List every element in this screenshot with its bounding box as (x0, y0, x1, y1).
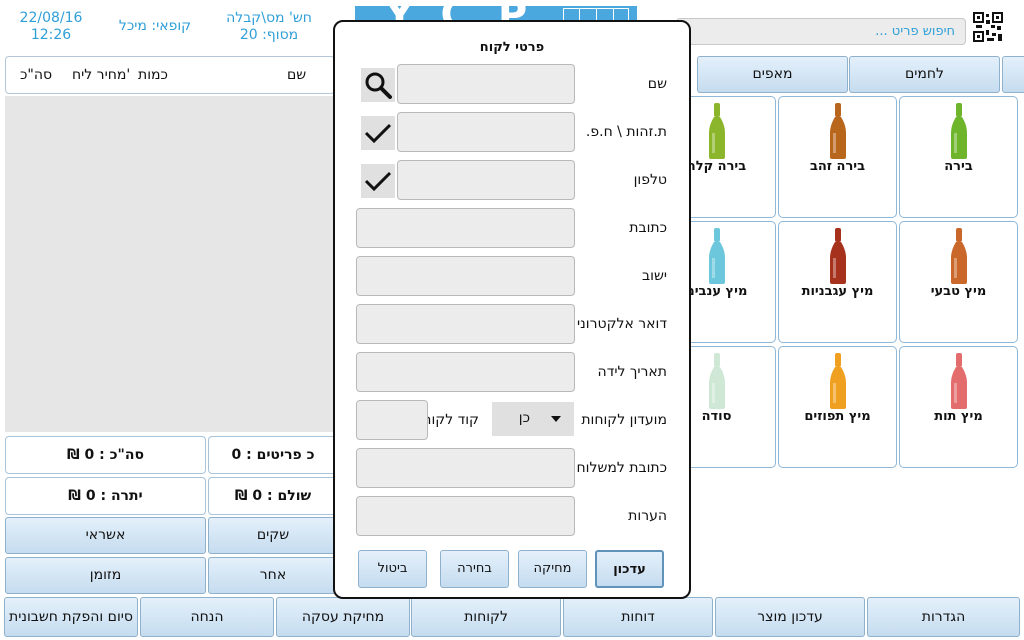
items-count-box: כ פריטים : 0 (208, 436, 338, 474)
search-customer-button[interactable] (361, 68, 395, 102)
select-button[interactable]: בחירה (440, 550, 509, 588)
col-name: שם (287, 67, 307, 83)
birthdate-label: תאריך לידה (597, 364, 667, 380)
product-name: בירה (944, 159, 973, 174)
product-tile[interactable]: מיץ עגבניות (778, 221, 897, 343)
verify-id-button[interactable] (361, 116, 395, 150)
customer-details-dialog: פרטי לקוח שם ת.זהות \ ח.פ. טלפון כתובת י… (333, 20, 691, 599)
bottle-icon (950, 228, 967, 284)
search-input[interactable]: חיפוש פריט ... (676, 18, 966, 45)
bottle-icon (829, 228, 846, 284)
product-name: מיץ תפוזים (804, 409, 871, 424)
total-box: סה"כ : 0 ₪ (5, 436, 206, 474)
search-icon (365, 72, 392, 99)
phone-input[interactable] (397, 160, 575, 200)
delivery-address-label: כתובת למשלוח (576, 460, 667, 476)
city-input[interactable] (356, 256, 575, 296)
product-name: סודה (701, 409, 732, 424)
cashier-label: קופאי: מיכל (118, 18, 192, 34)
name-label: שם (647, 76, 667, 92)
category-pastries-button[interactable]: מאפים (697, 56, 848, 93)
product-name: בירה קלה (686, 159, 747, 174)
product-name: מיץ עגבניות (801, 284, 874, 299)
product-name: בירה זהב (809, 159, 866, 174)
reports-button[interactable]: דוחות (563, 597, 713, 637)
product-tile[interactable]: בירה זהב (778, 96, 897, 218)
update-product-button[interactable]: עדכון מוצר (715, 597, 865, 637)
bottle-icon (829, 103, 846, 159)
customers-button[interactable]: לקוחות (411, 597, 561, 637)
checkmark-icon (364, 123, 392, 144)
checkmark-icon (364, 171, 392, 192)
product-tile[interactable]: מיץ תות (899, 346, 1018, 468)
address-label: כתובת (629, 220, 667, 236)
date-time: 22/08/16 12:26 (14, 10, 88, 44)
invoice-label: חש' מס\קבלה (226, 10, 312, 26)
id-input[interactable] (397, 112, 575, 152)
discount-button[interactable]: הנחה (140, 597, 274, 637)
terminal-label: מסוף: 20 (239, 27, 299, 43)
invoice-terminal: חש' מס\קבלה מסוף: 20 (214, 10, 324, 44)
pay-credit-button[interactable]: אשראי (5, 517, 206, 554)
col-qty: כמות (138, 67, 168, 83)
cancel-button[interactable]: ביטול (358, 550, 427, 588)
paid-box: שולם : 0 ₪ (208, 477, 338, 515)
col-total: סה"כ (20, 67, 53, 83)
dropdown-arrow-icon (551, 416, 561, 422)
birthdate-input[interactable] (356, 352, 575, 392)
product-tile[interactable]: מיץ תפוזים (778, 346, 897, 468)
city-label: ישוב (642, 268, 667, 284)
phone-label: טלפון (633, 172, 667, 188)
customer-code-input[interactable] (356, 400, 428, 440)
email-input[interactable] (356, 304, 575, 344)
email-label: דואר אלקטרוני (577, 316, 667, 332)
verify-phone-button[interactable] (361, 164, 395, 198)
bottle-icon (708, 228, 725, 284)
category-breads-button[interactable]: לחמים (849, 56, 1000, 93)
bottle-icon (829, 353, 846, 409)
club-label: מועדון לקוחות (581, 412, 667, 428)
club-select-value: כן (518, 410, 530, 426)
address-input[interactable] (356, 208, 575, 248)
pay-other-button[interactable]: אחר (208, 557, 338, 594)
pay-checks-button[interactable]: שקים (208, 517, 338, 554)
delete-transaction-button[interactable]: מחיקת עסקה (276, 597, 410, 637)
name-input[interactable] (397, 64, 575, 104)
qr-code-icon[interactable] (973, 12, 1003, 42)
bottle-icon (950, 103, 967, 159)
bottle-icon (708, 353, 725, 409)
customer-code-label: קוד לקוח (422, 412, 479, 428)
product-name: מיץ תות (934, 409, 983, 424)
col-price: מחיר ליח' (72, 67, 131, 83)
finish-invoice-button[interactable]: סיום והפקת חשבונית (4, 597, 138, 637)
update-button[interactable]: עדכון (595, 550, 664, 588)
cart-header: סה"כ מחיר ליח' כמות שם (5, 56, 335, 94)
id-label: ת.זהות \ ח.פ. (585, 124, 667, 140)
product-tile[interactable]: מיץ טבעי (899, 221, 1018, 343)
time-label: 12:26 (30, 27, 72, 43)
delete-button[interactable]: מחיקה (518, 550, 587, 588)
pay-cash-button[interactable]: מזומן (5, 557, 206, 594)
notes-input[interactable] (356, 496, 575, 536)
product-tile[interactable]: בירה (899, 96, 1018, 218)
delivery-address-input[interactable] (356, 448, 575, 488)
settings-button[interactable]: הגדרות (867, 597, 1020, 637)
bottle-icon (950, 353, 967, 409)
bottle-icon (708, 103, 725, 159)
notes-label: הערות (628, 508, 667, 524)
date-label: 22/08/16 (19, 10, 83, 26)
category-next-button[interactable] (1002, 56, 1024, 93)
cart-items-list[interactable] (5, 96, 335, 432)
dialog-title: פרטי לקוח (479, 40, 545, 55)
balance-box: יתרה : 0 ₪ (5, 477, 206, 515)
product-name: מיץ טבעי (930, 284, 987, 299)
product-name: מיץ ענבים (685, 284, 748, 299)
club-select[interactable]: כן (492, 402, 574, 436)
